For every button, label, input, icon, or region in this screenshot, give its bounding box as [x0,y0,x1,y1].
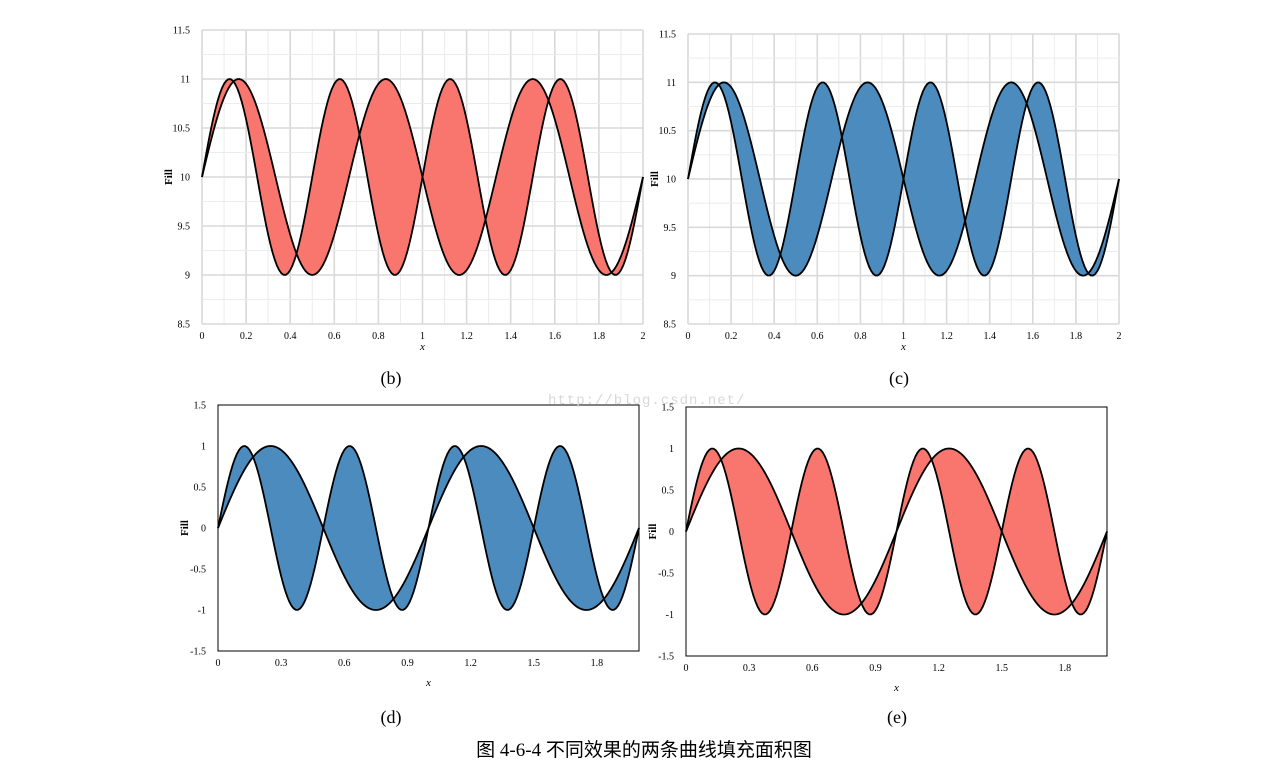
y-tick-label: 10 [666,175,676,186]
x-tick-label: 1.8 [1059,663,1072,674]
y-tick-label: 10 [180,173,190,184]
y-tick-label: 11 [180,75,190,86]
y-tick-label: 10.5 [659,126,677,137]
x-tick-label: 0.2 [240,331,253,342]
x-tick-label: 0.4 [768,331,781,342]
y-tick-label: 10.5 [173,124,191,135]
x-tick-label: 0.2 [725,331,738,342]
watermark-text: http://blog.csdn.net/ [548,393,746,409]
y-axis-label: Fill [163,169,175,185]
caption-e: (e) [887,707,907,727]
y-tick-label: -0.5 [190,565,206,576]
x-tick-label: 1.8 [593,331,606,342]
x-tick-label: 1.2 [464,658,477,669]
y-tick-label: 0.5 [662,486,675,497]
x-tick-label: 0.6 [338,658,351,669]
x-tick-label: 0 [200,331,205,342]
x-tick-label: 1.2 [932,663,945,674]
y-axis-label: Fill [647,524,659,540]
y-tick-label: 11.5 [659,30,676,41]
x-tick-label: 1.8 [591,658,604,669]
chart-c: 0 0.2 0.4 0.6 0.8 1 1.2 1.4 1.6 1.8 2 8.5 9 9.5 10 10.5… [649,30,1122,354]
x-tick-label: 1 [901,331,906,342]
x-tick-label: 1.6 [1027,331,1040,342]
x-tick-label: 1.4 [504,331,517,342]
y-tick-label: -1.5 [190,647,206,658]
series-line-2 [217,445,640,611]
chart-b: 0 0.2 0.4 0.6 0.8 1 1.2 1.4 1.6 1.8 2 8.5 9 9.5 10 10.5… [163,26,646,354]
x-axis-label: x [419,341,425,353]
caption-b: (b) [380,368,402,388]
y-tick-label: 0.5 [194,483,207,494]
x-tick-label: 0.8 [854,331,867,342]
chart-panel-e: 0 0.3 0.6 0.9 1.2 1.5 1.8 -1.5 -1 -0.5 0 0.5 1 1.5 x Fi… [640,395,1115,700]
x-axis-label: x [900,341,906,353]
x-tick-label: 1.4 [983,331,996,342]
x-tick-label: 0.6 [811,331,824,342]
y-tick-label: -1 [666,610,674,621]
x-tick-label: 2 [641,331,646,342]
x-tick-label: 1.2 [460,331,473,342]
x-tick-label: 0.6 [328,331,341,342]
y-tick-label: 0 [201,524,206,535]
x-tick-label: 0.4 [284,331,297,342]
y-tick-label: 9 [671,271,676,282]
y-tick-label: -1.5 [658,652,674,663]
series-line-2 [201,78,644,276]
y-tick-label: 9 [185,271,190,282]
y-tick-label: 11.5 [173,26,190,37]
y-tick-label: 1 [669,444,674,455]
x-tick-label: 1.2 [940,331,953,342]
x-tick-label: 1.8 [1070,331,1083,342]
series-line-2 [687,81,1120,277]
x-tick-label: 0 [686,331,691,342]
chart-panel-b: 0 0.2 0.4 0.6 0.8 1 1.2 1.4 1.6 1.8 2 8.5 9 9.5 10 10.5… [160,22,660,357]
x-tick-label: 0.8 [372,331,385,342]
plot-frame [217,404,640,652]
x-tick-label: 0.9 [869,663,882,674]
x-tick-label: 0.3 [275,658,288,669]
y-tick-label: 1.5 [662,403,675,414]
chart-panel-c: 0 0.2 0.4 0.6 0.8 1 1.2 1.4 1.6 1.8 2 8.5 9 9.5 10 10.5… [646,26,1136,357]
plot-frame [685,406,1108,657]
x-tick-label: 1.5 [528,658,541,669]
x-tick-label: 2 [1117,331,1122,342]
x-tick-label: 1.6 [549,331,562,342]
y-tick-label: 1.5 [194,401,207,412]
y-tick-label: -0.5 [658,569,674,580]
y-tick-label: 1 [201,442,206,453]
x-axis-label: x [425,677,431,689]
x-axis-label: x [893,682,899,694]
figure-caption: 图 4-6-4 不同效果的两条曲线填充面积图 [476,740,812,761]
y-tick-label: 0 [669,527,674,538]
x-tick-label: 0 [684,663,689,674]
x-tick-label: 0.6 [806,663,819,674]
y-tick-label: 9.5 [664,223,677,234]
x-tick-label: 1 [420,331,425,342]
caption-d: (d) [380,707,402,727]
x-tick-label: 0.3 [743,663,756,674]
y-tick-label: 9.5 [178,222,191,233]
y-axis-label: Fill [179,520,191,536]
chart-panel-d: 0 0.3 0.6 0.9 1.2 1.5 1.8 -1.5 -1 -0.5 0 0.5 1 1.5 x Fi… [170,395,645,700]
caption-c: (c) [889,368,909,388]
chart-d: 0 0.3 0.6 0.9 1.2 1.5 1.8 -1.5 -1 -0.5 0 0.5 1 1.5 x Fi… [179,401,640,689]
y-axis-label: Fill [649,171,661,187]
chart-e: 0 0.3 0.6 0.9 1.2 1.5 1.8 -1.5 -1 -0.5 0 0.5 1 1.5 x Fi… [647,403,1108,694]
x-tick-label: 1.5 [996,663,1009,674]
x-tick-label: 0 [216,658,221,669]
y-tick-label: 11 [666,78,676,89]
y-tick-label: 8.5 [664,320,677,331]
y-tick-label: -1 [198,606,206,617]
series-line-2 [685,447,1108,616]
y-tick-label: 8.5 [178,320,191,331]
x-tick-label: 0.9 [401,658,414,669]
